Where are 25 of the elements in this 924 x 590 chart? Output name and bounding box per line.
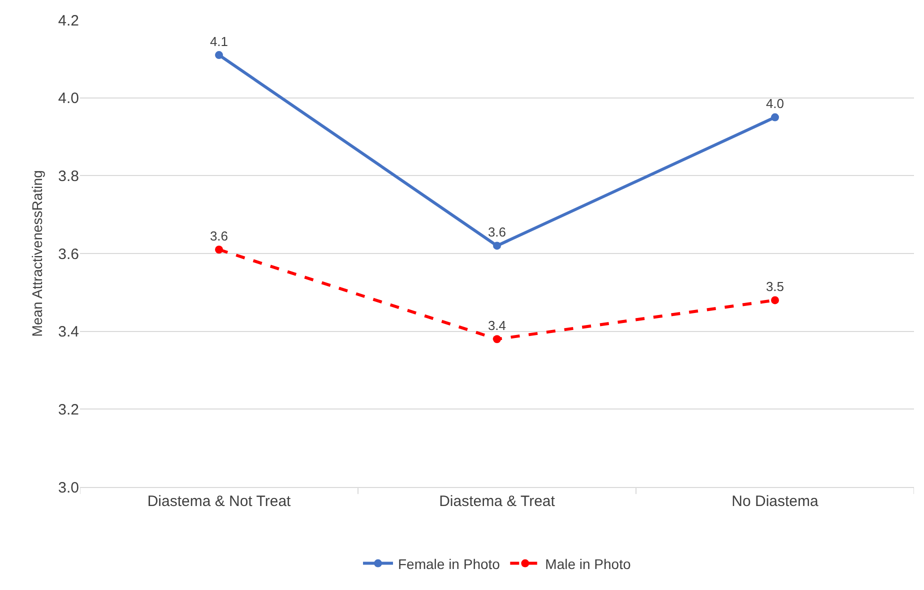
data-label: 3.6: [488, 224, 506, 240]
x-tick-label: Diastema & Not Treat: [147, 493, 292, 510]
legend-label: Female in Photo: [398, 556, 500, 572]
y-tick-label: 3.6: [58, 246, 79, 263]
data-label: 4.0: [766, 96, 784, 112]
point: [215, 51, 223, 60]
x-tick-label: No Diastema: [732, 493, 820, 510]
y-tick-label: 3.2: [58, 401, 79, 418]
y-tick-label: 4.2: [58, 12, 79, 30]
data-label: 3.5: [766, 278, 784, 294]
legend-label: Male in Photo: [545, 556, 631, 572]
point: [771, 296, 779, 304]
data-label: 3.4: [488, 318, 506, 333]
y-tick-label: 4.0: [58, 90, 79, 108]
y-tick-label: 3.8: [58, 168, 79, 185]
data-label: 4.1: [210, 34, 228, 49]
y-tick-label: 3.4: [58, 324, 79, 341]
y-axis-title: Mean AttractivenessRating: [29, 170, 45, 337]
point: [493, 335, 501, 344]
point: [771, 113, 779, 122]
x-tick-label: Diastema & Treat: [439, 493, 556, 510]
point: [215, 246, 223, 254]
point: [493, 242, 501, 250]
data-label: 3.6: [210, 228, 228, 244]
y-tick-label: 3.0: [58, 479, 79, 496]
